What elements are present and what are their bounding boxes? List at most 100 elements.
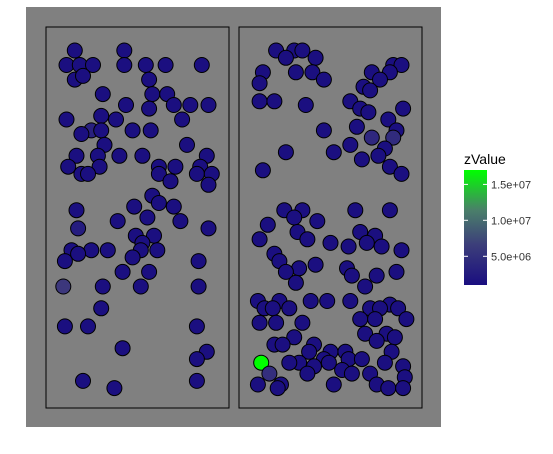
data-point xyxy=(395,380,412,397)
panel-border xyxy=(45,26,230,409)
data-point xyxy=(70,245,87,262)
data-point xyxy=(360,104,377,121)
data-point xyxy=(395,100,412,117)
data-point xyxy=(141,263,158,280)
data-point xyxy=(68,147,85,164)
data-point xyxy=(380,111,397,128)
data-point xyxy=(165,97,182,113)
data-point xyxy=(150,195,167,211)
data-point xyxy=(302,293,319,309)
data-point xyxy=(172,213,189,230)
data-point xyxy=(93,122,110,139)
data-point xyxy=(188,165,205,182)
data-point xyxy=(124,249,141,266)
legend-tick-label: 1.5e+07 xyxy=(491,179,531,191)
data-point xyxy=(343,267,360,284)
data-point xyxy=(144,86,161,103)
data-point xyxy=(322,234,339,251)
data-point xyxy=(357,325,374,342)
data-point xyxy=(75,372,91,389)
data-point xyxy=(342,293,359,309)
data-point xyxy=(367,311,384,328)
facet-panel-1 xyxy=(45,26,230,409)
data-point xyxy=(294,42,311,59)
data-point xyxy=(55,278,72,295)
data-point xyxy=(261,365,278,382)
data-point xyxy=(286,209,303,226)
data-point xyxy=(174,111,191,128)
data-point xyxy=(251,231,268,248)
data-point xyxy=(70,220,87,237)
data-point xyxy=(343,365,360,382)
data-point xyxy=(368,267,385,284)
data-point xyxy=(141,100,158,117)
panel-border xyxy=(238,26,423,409)
data-point xyxy=(286,329,303,346)
data-point xyxy=(58,111,75,128)
data-point xyxy=(99,242,116,259)
data-point xyxy=(116,57,133,73)
legend: zValue 5.0e+06 1.0e+07 1.5e+07 xyxy=(464,151,531,285)
data-point xyxy=(319,293,336,309)
data-point xyxy=(325,376,342,393)
data-point xyxy=(264,300,281,317)
data-point xyxy=(58,57,75,73)
data-point xyxy=(165,198,182,215)
data-point xyxy=(301,343,318,360)
data-point xyxy=(373,238,390,255)
data-point xyxy=(274,336,291,353)
data-point xyxy=(94,86,111,103)
data-point xyxy=(251,93,268,110)
data-point xyxy=(370,147,387,164)
data-point xyxy=(380,380,397,397)
data-point xyxy=(249,376,266,393)
data-point xyxy=(287,64,304,81)
data-point xyxy=(398,311,415,328)
data-point xyxy=(251,75,268,92)
data-point xyxy=(372,71,388,88)
data-point xyxy=(315,71,332,88)
data-point xyxy=(126,198,143,215)
data-point xyxy=(362,82,379,99)
data-point xyxy=(390,300,407,317)
legend-title: zValue xyxy=(464,151,506,167)
data-point xyxy=(281,300,298,317)
data-point xyxy=(60,158,77,175)
data-point xyxy=(94,278,111,295)
legend-colorbar xyxy=(464,170,487,285)
data-point xyxy=(142,122,159,139)
data-point xyxy=(325,144,342,161)
data-point xyxy=(162,173,179,190)
data-point xyxy=(269,380,286,397)
data-point xyxy=(340,238,357,255)
data-point xyxy=(353,151,370,168)
data-point xyxy=(56,253,73,270)
data-point xyxy=(188,351,205,368)
data-point xyxy=(381,202,398,219)
data-point xyxy=(91,158,108,175)
data-point xyxy=(75,67,91,84)
legend-tick-label: 5.0e+06 xyxy=(491,251,531,263)
data-point xyxy=(266,93,283,110)
data-point xyxy=(85,57,101,73)
legend-tick-label: 1.0e+07 xyxy=(491,215,531,227)
data-point xyxy=(320,354,337,371)
data-point xyxy=(393,165,410,182)
data-point xyxy=(114,340,131,357)
data-point xyxy=(132,278,149,295)
data-point xyxy=(299,231,316,248)
data-point xyxy=(68,202,85,219)
data-point xyxy=(309,213,326,230)
data-point xyxy=(388,263,405,280)
data-point xyxy=(188,372,205,389)
data-point xyxy=(93,107,110,124)
facet-panel-2 xyxy=(238,26,423,409)
data-point xyxy=(307,256,324,273)
data-point xyxy=(368,332,385,349)
data-point xyxy=(393,57,410,73)
data-point xyxy=(348,118,365,135)
data-point xyxy=(106,380,123,397)
data-point xyxy=(363,129,380,146)
data-point xyxy=(393,242,410,259)
data-point xyxy=(83,242,100,259)
